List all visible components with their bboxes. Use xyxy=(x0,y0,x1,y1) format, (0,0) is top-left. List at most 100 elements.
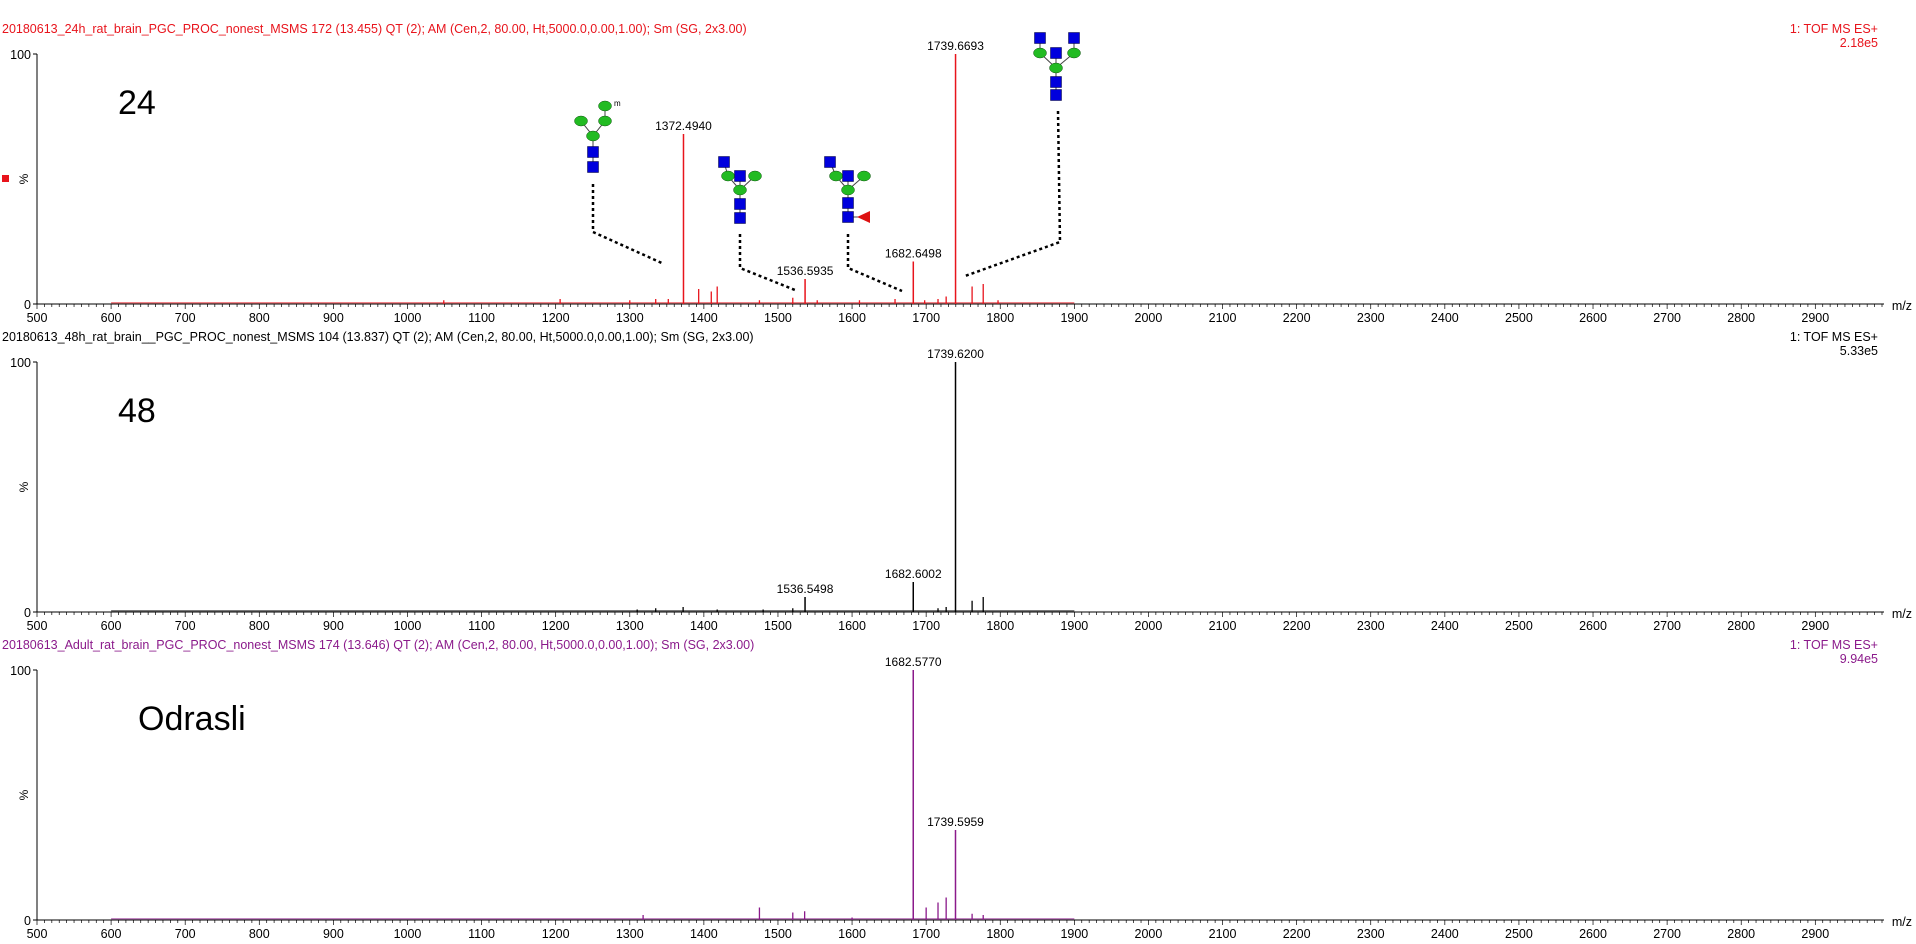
hexose-circle xyxy=(733,184,747,196)
y-tick-label: 100 xyxy=(10,356,31,370)
hexose-circle xyxy=(598,115,612,127)
y-tick-label: 100 xyxy=(10,664,31,678)
sample-label: Odrasli xyxy=(138,700,246,738)
x-tick-label: 600 xyxy=(101,619,122,633)
x-tick-label: 2500 xyxy=(1505,927,1533,941)
x-tick-label: 1500 xyxy=(764,311,792,325)
x-tick-label: 2300 xyxy=(1357,311,1385,325)
hexnac-square xyxy=(1068,32,1080,44)
x-tick-label: 2800 xyxy=(1727,311,1755,325)
hexnac-square xyxy=(734,198,746,210)
spectrum-panel-2: 20180613_48h_rat_brain__PGC_PROC_nonest_… xyxy=(2,330,1912,633)
glycan-structure-d xyxy=(964,32,1081,278)
spectrum-panel-3: 20180613_Adult_rat_brain_PGC_PROC_nonest… xyxy=(2,638,1912,941)
x-tick-label: 1200 xyxy=(542,619,570,633)
y-axis-label: % xyxy=(17,481,31,492)
x-tick-label: 1900 xyxy=(1060,619,1088,633)
x-tick-label: 1000 xyxy=(394,311,422,325)
y-tick-label: 100 xyxy=(10,48,31,62)
hexose-circle xyxy=(574,115,588,127)
x-tick-label: 2700 xyxy=(1653,311,1681,325)
x-tick-label: 1600 xyxy=(838,619,866,633)
x-tick-label: 1900 xyxy=(1060,927,1088,941)
hexose-circle xyxy=(1067,47,1081,59)
hexnac-square xyxy=(587,161,599,173)
hexnac-square xyxy=(824,156,836,168)
x-tick-label: 700 xyxy=(175,927,196,941)
x-tick-label: 1800 xyxy=(986,619,1014,633)
hexnac-square xyxy=(1034,32,1046,44)
spectrum-panels: 20180613_24h_rat_brain_PGC_PROC_nonest_M… xyxy=(2,22,1912,941)
x-tick-label: 1700 xyxy=(912,619,940,633)
x-tick-label: 1200 xyxy=(542,927,570,941)
x-tick-label: 1900 xyxy=(1060,311,1088,325)
x-axis-label: m/z xyxy=(1892,915,1912,929)
peak-label: 1682.6498 xyxy=(885,247,942,261)
x-tick-label: 1800 xyxy=(986,927,1014,941)
x-axis-label: m/z xyxy=(1892,299,1912,313)
hexnac-square xyxy=(1050,89,1062,101)
hexose-circle xyxy=(586,130,600,142)
x-tick-label: 2300 xyxy=(1357,619,1385,633)
x-tick-label: 1000 xyxy=(394,619,422,633)
x-tick-label: 1500 xyxy=(764,927,792,941)
spectrum-header: 20180613_24h_rat_brain_PGC_PROC_nonest_M… xyxy=(2,22,747,36)
x-tick-label: 2400 xyxy=(1431,619,1459,633)
y-axis-label: % xyxy=(17,789,31,800)
peak-label: 1739.5959 xyxy=(927,815,984,829)
hexnac-square xyxy=(734,212,746,224)
max-intensity-label: 5.33e5 xyxy=(1840,344,1878,358)
x-tick-label: 2700 xyxy=(1653,619,1681,633)
hexose-circle xyxy=(748,170,762,182)
x-tick-label: 1600 xyxy=(838,311,866,325)
peak-label: 1739.6200 xyxy=(927,347,984,361)
x-tick-label: 1500 xyxy=(764,619,792,633)
ms-mode-label: 1: TOF MS ES+ xyxy=(1790,22,1878,36)
x-tick-label: 1100 xyxy=(468,619,495,633)
peak-label: 1536.5498 xyxy=(777,582,834,596)
x-tick-label: 1600 xyxy=(838,927,866,941)
hexnac-square xyxy=(1050,76,1062,88)
x-tick-label: 800 xyxy=(249,311,270,325)
hexnac-square xyxy=(1050,47,1062,59)
x-tick-label: 2800 xyxy=(1727,619,1755,633)
x-tick-label: 2800 xyxy=(1727,927,1755,941)
spectrum-header: 20180613_Adult_rat_brain_PGC_PROC_nonest… xyxy=(2,638,754,652)
x-tick-label: 1400 xyxy=(690,311,718,325)
x-tick-label: 500 xyxy=(27,311,48,325)
x-tick-label: 900 xyxy=(323,927,344,941)
max-intensity-label: 9.94e5 xyxy=(1840,652,1878,666)
x-tick-label: 1000 xyxy=(394,927,422,941)
glycan-structure-b xyxy=(718,156,796,292)
hexose-circle xyxy=(721,170,735,182)
y-tick-label: 0 xyxy=(24,298,31,312)
x-tick-label: 2100 xyxy=(1209,927,1237,941)
x-tick-label: 500 xyxy=(27,927,48,941)
x-tick-label: 2100 xyxy=(1209,619,1237,633)
x-tick-label: 1700 xyxy=(912,927,940,941)
y-tick-label: 0 xyxy=(24,914,31,928)
x-tick-label: 1300 xyxy=(616,619,644,633)
x-tick-label: 2000 xyxy=(1135,619,1163,633)
hexose-circle xyxy=(857,170,871,182)
hexnac-square xyxy=(734,170,746,182)
x-tick-label: 2600 xyxy=(1579,619,1607,633)
y-axis-label: % xyxy=(17,173,31,184)
max-intensity-label: 2.18e5 xyxy=(1840,36,1878,50)
hexose-circle xyxy=(829,170,843,182)
glycan-annotations: m xyxy=(574,32,1081,293)
x-axis-label: m/z xyxy=(1892,607,1912,621)
x-tick-label: 2200 xyxy=(1283,619,1311,633)
x-tick-label: 2700 xyxy=(1653,927,1681,941)
active-trace-marker xyxy=(2,175,9,182)
sample-label: 24 xyxy=(118,84,156,122)
dotted-leader xyxy=(738,234,796,292)
x-tick-label: 600 xyxy=(101,311,122,325)
x-tick-label: 700 xyxy=(175,619,196,633)
hexose-circle xyxy=(1049,62,1063,74)
x-tick-label: 1400 xyxy=(690,927,718,941)
x-tick-label: 1400 xyxy=(690,619,718,633)
hexose-circle xyxy=(841,184,855,196)
x-tick-label: 2200 xyxy=(1283,927,1311,941)
x-tick-label: 2200 xyxy=(1283,311,1311,325)
